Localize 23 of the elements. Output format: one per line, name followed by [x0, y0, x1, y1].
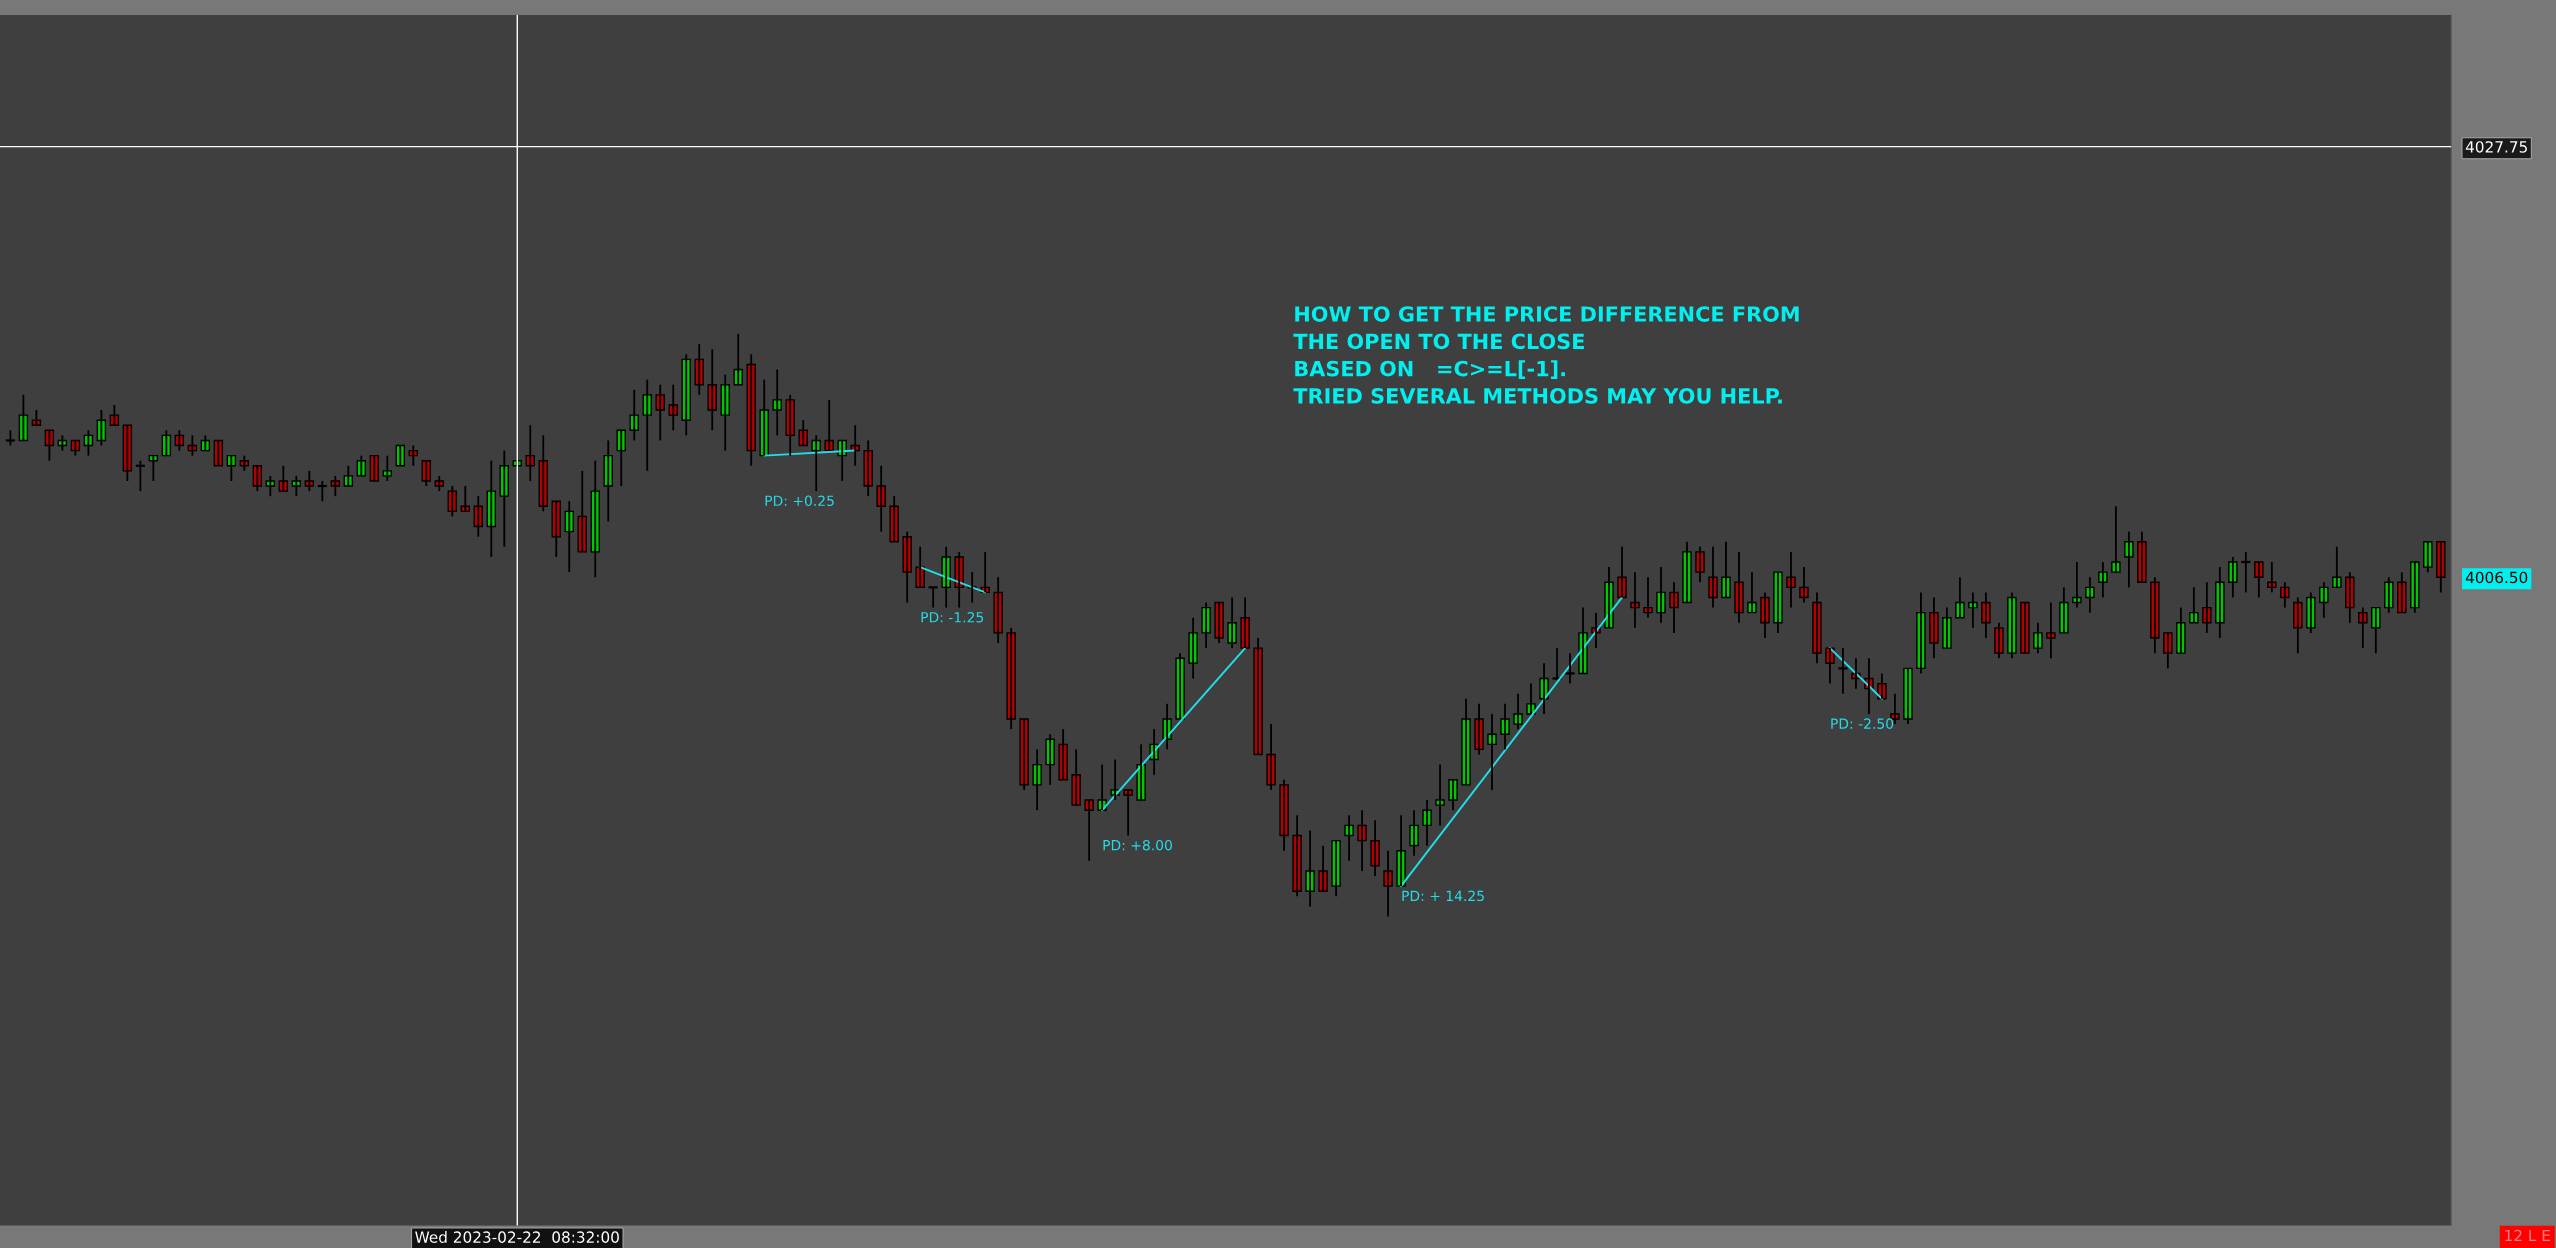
candlestick — [2111, 505, 2121, 574]
candlestick — [2046, 601, 2056, 660]
text: 12 L E — [2505, 1229, 2550, 1242]
candlestick — [369, 454, 380, 482]
x-tick-label: Wed 2023-02-22 08:32:00 — [415, 1231, 619, 1243]
candlestick — [772, 368, 782, 437]
candlestick — [2098, 561, 2108, 599]
text: PD: +8.00 — [1103, 839, 1172, 851]
series-label: PD: -2.50 — [1831, 718, 1894, 729]
candlestick — [1551, 647, 1563, 680]
candlestick — [1513, 692, 1523, 731]
candlestick — [395, 444, 406, 467]
y-tick-label: 4006.50 — [2465, 571, 2528, 584]
annotation: HOW TO GET THE PRICE DIFFERENCE FROM THE OPEN TO THE CLOSE BASED ON =C>=L[-1]. TRIED SEVERAL METHODS MAY YOU HELP. — [1293, 306, 1799, 404]
candlestick — [1435, 763, 1445, 827]
y-tick-label: 4027.75 — [2465, 141, 2527, 153]
text: PD: +0.25 — [765, 495, 834, 507]
candlestick — [1123, 789, 1133, 837]
candlestick — [1564, 652, 1576, 685]
series-label: PD: -1.25 — [921, 612, 984, 623]
candlestick — [1084, 799, 1094, 862]
series-label: PD: + 14.25 — [1402, 890, 1484, 902]
candlestick — [213, 439, 224, 467]
